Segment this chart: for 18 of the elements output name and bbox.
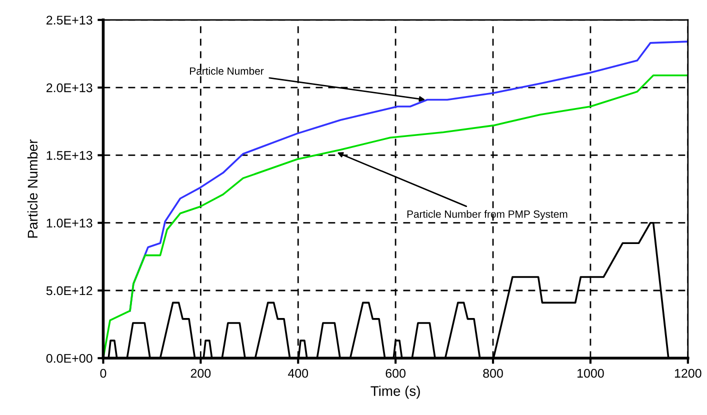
- x-tick-label: 0: [100, 368, 106, 378]
- y-axis-title: Particle Number: [27, 139, 38, 238]
- y-tick-label: 2.5E+13: [46, 16, 92, 25]
- x-tick-label: 600: [386, 368, 406, 378]
- annotation: Particle Number: [190, 67, 264, 75]
- x-tick-label: 200: [190, 368, 211, 378]
- x-tick-label: 800: [483, 368, 503, 378]
- annotation: Particle Number from PMP System: [407, 210, 568, 220]
- line-series: [129, 40, 688, 312]
- x-axis-title: Time (s): [370, 386, 420, 399]
- y-tick-label: 1.5E+13: [46, 151, 92, 160]
- x-tick-label: 1200: [674, 368, 702, 378]
- y-tick-label: 0.0E+00: [46, 354, 92, 363]
- y-tick-label: 1.0E+13: [46, 218, 92, 228]
- x-tick-label: 1000: [578, 368, 604, 378]
- x-tick-label: 400: [288, 368, 308, 378]
- y-tick-label: 5.0E+12: [46, 286, 92, 296]
- y-tick-label: 2.0E+13: [46, 83, 92, 92]
